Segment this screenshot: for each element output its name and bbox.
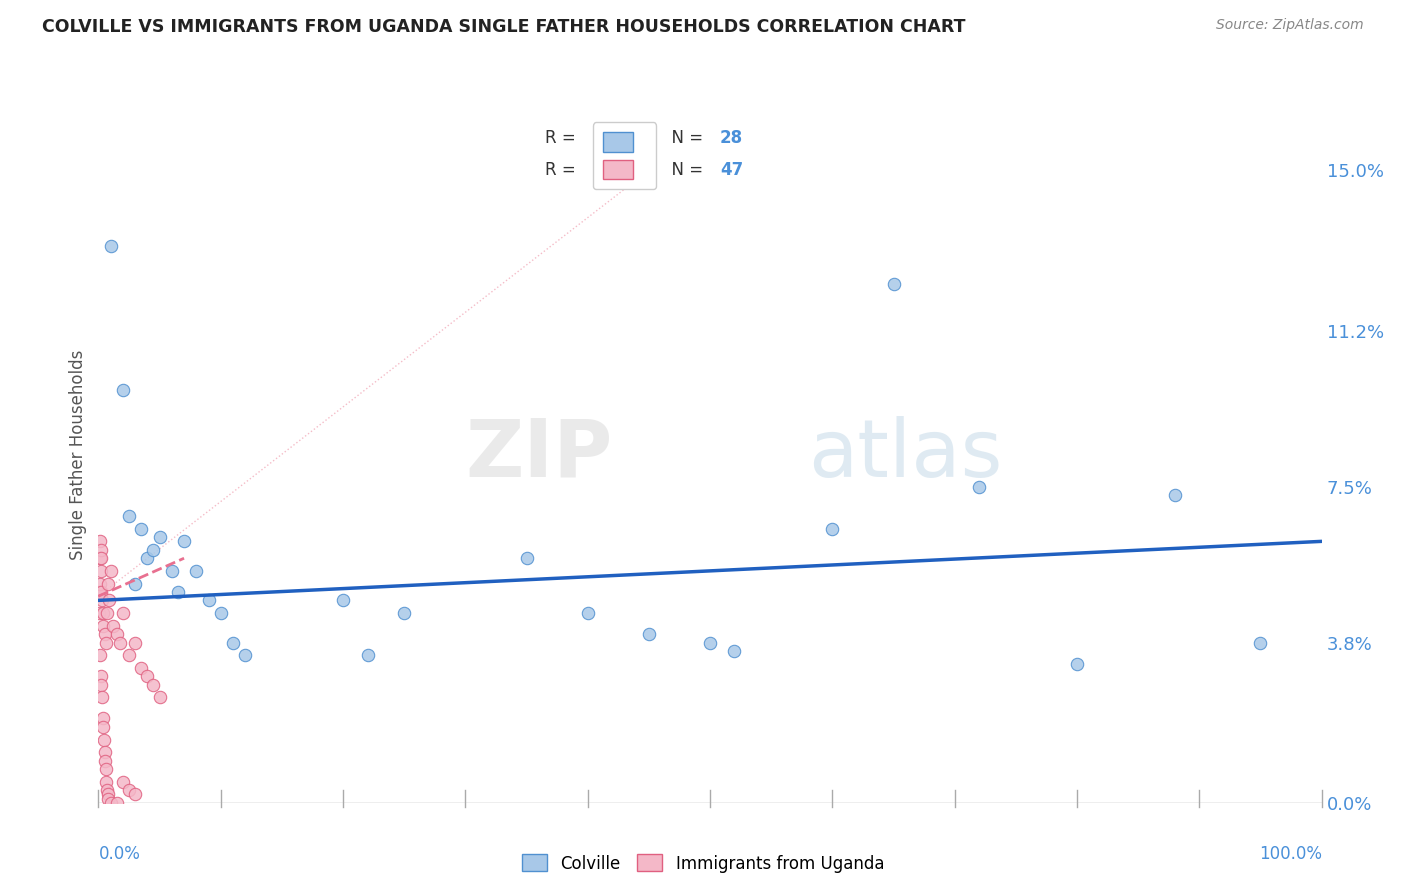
Point <box>111 606 134 620</box>
Point <box>392 606 416 620</box>
Point <box>699 635 721 649</box>
Point <box>105 627 128 641</box>
Point <box>94 635 117 649</box>
Legend: , : , <box>593 122 657 189</box>
Point <box>98 593 121 607</box>
Point <box>173 534 195 549</box>
Point <box>110 635 132 649</box>
Point <box>136 669 159 683</box>
Point <box>209 606 232 620</box>
Point <box>93 732 115 747</box>
Text: 0.396: 0.396 <box>603 161 657 178</box>
Point <box>96 774 118 789</box>
Point <box>91 720 114 734</box>
Point <box>821 522 844 536</box>
Point <box>90 542 112 557</box>
Point <box>118 783 141 797</box>
Point <box>118 509 141 524</box>
Text: 28: 28 <box>720 129 742 147</box>
Point <box>723 644 745 658</box>
Point <box>93 627 115 641</box>
Point <box>94 754 117 768</box>
Point <box>142 542 165 557</box>
Point <box>160 564 183 578</box>
Text: 0.0%: 0.0% <box>98 845 141 863</box>
Point <box>90 669 112 683</box>
Text: COLVILLE VS IMMIGRANTS FROM UGANDA SINGLE FATHER HOUSEHOLDS CORRELATION CHART: COLVILLE VS IMMIGRANTS FROM UGANDA SINGL… <box>42 18 966 36</box>
Point <box>129 522 152 536</box>
Point <box>332 593 354 607</box>
Text: Source: ZipAtlas.com: Source: ZipAtlas.com <box>1216 18 1364 32</box>
Point <box>89 606 111 620</box>
Point <box>124 635 146 649</box>
Point <box>100 564 122 578</box>
Point <box>87 585 110 599</box>
Text: N =: N = <box>661 161 709 178</box>
Point <box>186 564 208 578</box>
Point <box>129 661 152 675</box>
Point <box>967 479 990 493</box>
Text: R =: R = <box>546 129 581 147</box>
Point <box>96 606 118 620</box>
Point <box>89 551 111 566</box>
Point <box>124 788 146 802</box>
Text: ZIP: ZIP <box>465 416 612 494</box>
Point <box>100 239 122 253</box>
Point <box>90 678 112 692</box>
Point <box>124 576 146 591</box>
Point <box>149 530 172 544</box>
Point <box>101 618 124 632</box>
Point <box>167 585 190 599</box>
Point <box>96 783 118 797</box>
Point <box>93 745 115 759</box>
Point <box>89 576 111 591</box>
Point <box>1066 657 1088 671</box>
Point <box>233 648 256 663</box>
Point <box>1250 635 1272 649</box>
Point <box>883 277 905 292</box>
Point <box>111 774 134 789</box>
Point <box>90 551 112 566</box>
Point <box>91 606 114 620</box>
Text: R =: R = <box>546 161 581 178</box>
Point <box>142 678 165 692</box>
Point <box>91 618 114 632</box>
Point <box>97 788 120 802</box>
Point <box>105 796 128 810</box>
Text: atlas: atlas <box>808 416 1002 494</box>
Text: 47: 47 <box>720 161 742 178</box>
Point <box>197 593 219 607</box>
Point <box>136 551 159 566</box>
Point <box>90 585 112 599</box>
Text: 100.0%: 100.0% <box>1258 845 1322 863</box>
Y-axis label: Single Father Households: Single Father Households <box>69 350 87 560</box>
Point <box>638 627 661 641</box>
Point <box>576 606 599 620</box>
Point <box>149 690 172 705</box>
Point <box>89 648 111 663</box>
Point <box>91 690 114 705</box>
Point <box>91 593 114 607</box>
Point <box>516 551 538 566</box>
Text: N =: N = <box>661 129 709 147</box>
Point <box>90 564 112 578</box>
Point <box>100 796 122 810</box>
Point <box>89 534 111 549</box>
Text: 0.110: 0.110 <box>603 129 657 147</box>
Point <box>94 762 117 776</box>
Legend: Colville, Immigrants from Uganda: Colville, Immigrants from Uganda <box>515 847 891 880</box>
Point <box>97 791 120 805</box>
Point <box>356 648 378 663</box>
Point <box>118 648 141 663</box>
Point <box>97 576 120 591</box>
Point <box>91 711 114 725</box>
Point <box>1164 488 1187 502</box>
Point <box>222 635 245 649</box>
Point <box>111 383 134 397</box>
